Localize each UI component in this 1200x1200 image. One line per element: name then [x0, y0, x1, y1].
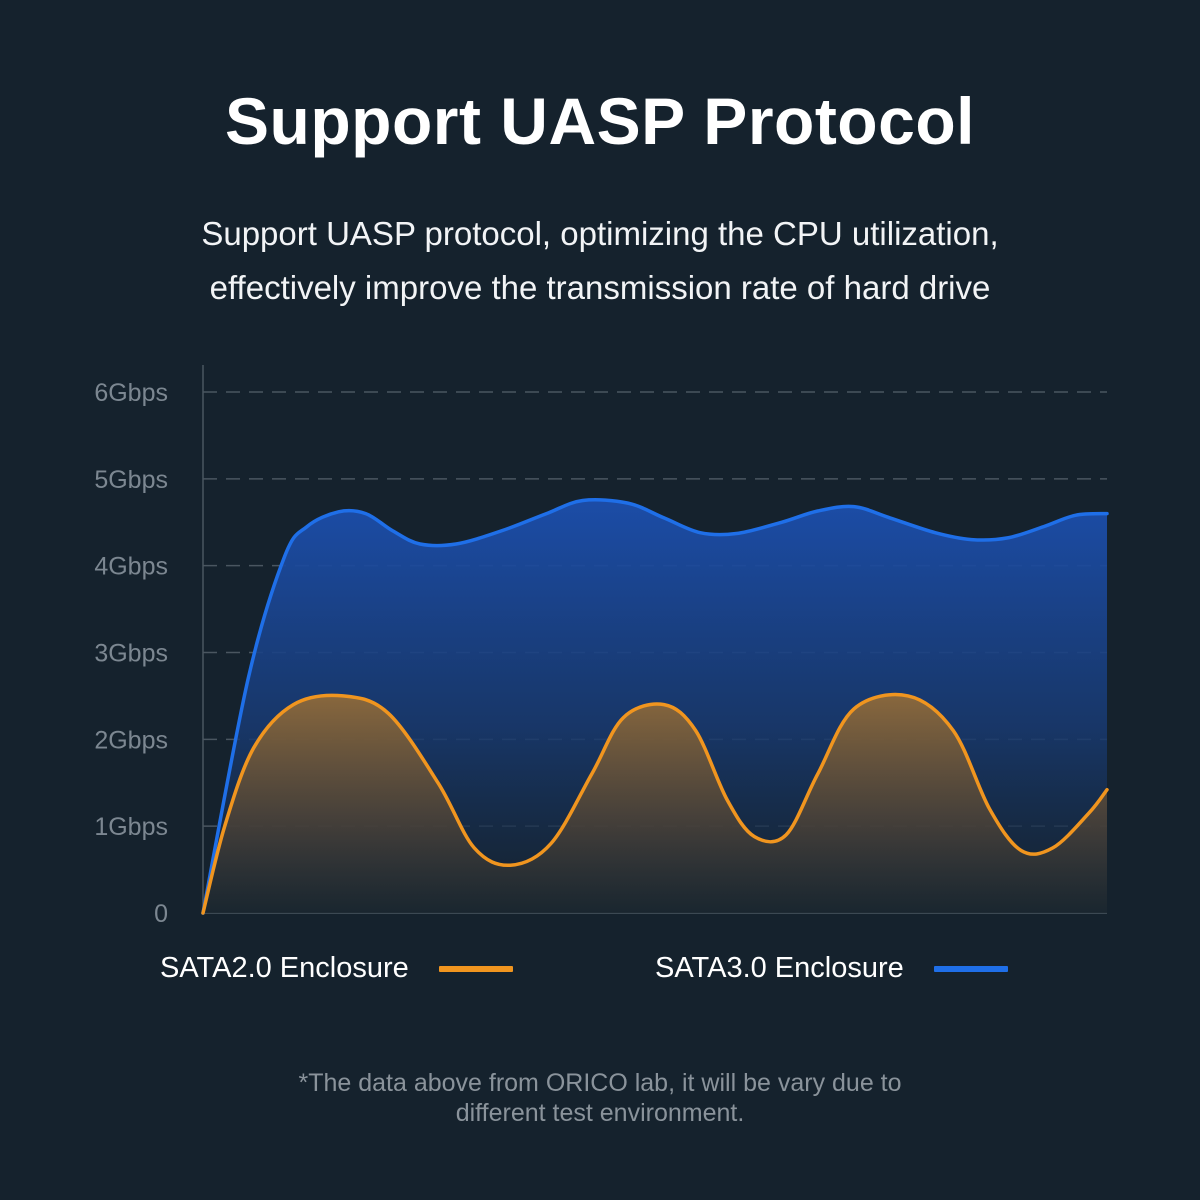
page-title: Support UASP Protocol [225, 84, 975, 158]
footnote-line-2: different test environment. [455, 1099, 745, 1127]
footnote: *The data above from ORICO lab, it will … [0, 1068, 1200, 1128]
y-tick-labels: 0 1Gbps 2Gbps 3Gbps 4Gbps 5Gbps 6Gbps [94, 379, 168, 928]
y-tick-label-1: 1Gbps [94, 813, 168, 841]
area-sata2 [203, 694, 1107, 913]
legend-item-sata3: SATA3.0 Enclosure [655, 948, 1008, 988]
series-areas [203, 499, 1107, 913]
subtitle-line-2: effectively improve the transmission rat… [209, 269, 991, 306]
y-tick-label-4: 4Gbps [94, 553, 168, 581]
y-tick-label-6: 6Gbps [94, 379, 168, 407]
legend-item-sata2: SATA2.0 Enclosure [160, 948, 513, 988]
line-sata2 [201, 692, 1109, 915]
legend-swatch-sata3 [933, 966, 1008, 973]
y-tick-label-0: 0 [154, 900, 168, 928]
legend-swatch-sata2 [438, 966, 513, 973]
line-sata3 [201, 498, 1109, 915]
y-tick-label-3: 3Gbps [94, 640, 168, 668]
legend-label-sata3: SATA3.0 Enclosure [655, 952, 904, 984]
y-tick-label-5: 5Gbps [94, 466, 168, 494]
footnote-line-1: *The data above from ORICO lab, it will … [298, 1069, 902, 1097]
subtitle-line-1: Support UASP protocol, optimizing the CP… [201, 215, 999, 252]
page-subtitle: Support UASP protocol, optimizing the CP… [0, 207, 1200, 315]
legend-label-sata2: SATA2.0 Enclosure [160, 952, 409, 984]
y-tick-label-2: 2Gbps [94, 726, 168, 754]
series-lines [201, 498, 1109, 915]
